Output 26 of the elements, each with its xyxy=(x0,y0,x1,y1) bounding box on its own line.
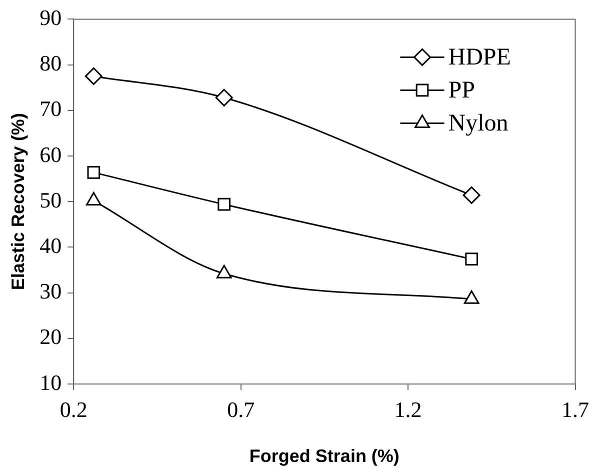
y-tick-label: 40 xyxy=(40,232,62,258)
x-tick-label: 0.7 xyxy=(227,396,255,422)
legend-label: HDPE xyxy=(448,44,511,70)
y-tick-label: 30 xyxy=(40,278,62,304)
x-tick-label: 0.2 xyxy=(60,396,88,422)
point xyxy=(464,290,480,304)
y-tick-label: 70 xyxy=(40,96,62,122)
y-tick-label: 90 xyxy=(40,4,62,30)
y-tick-label: 50 xyxy=(40,187,62,212)
y-tick-label: 60 xyxy=(40,142,62,167)
x-tick-label: 1.2 xyxy=(394,396,422,422)
legend-label: Nylon xyxy=(448,110,508,136)
x-tick-label: 1.7 xyxy=(562,396,589,422)
point xyxy=(216,264,232,278)
y-tick-label: 10 xyxy=(40,370,62,395)
point xyxy=(86,192,102,206)
point xyxy=(215,88,233,106)
y-tick-label: 20 xyxy=(40,324,62,350)
legend-label: PP xyxy=(448,77,475,104)
point xyxy=(218,198,230,211)
point xyxy=(87,166,100,179)
x-axis-title: Forged Strain (%) xyxy=(249,446,400,466)
y-tick-label: 80 xyxy=(40,50,62,76)
point xyxy=(462,186,480,204)
y-axis-title: Elastic Recovery (%) xyxy=(8,113,28,290)
point xyxy=(84,67,102,85)
